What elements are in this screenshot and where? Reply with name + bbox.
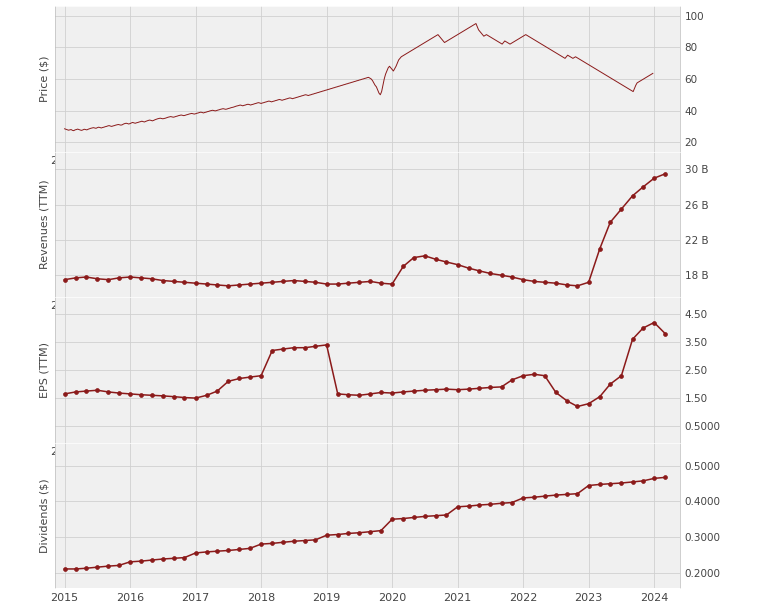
Y-axis label: Dividends ($): Dividends ($) — [39, 478, 49, 553]
Y-axis label: Price ($): Price ($) — [39, 56, 49, 102]
Y-axis label: Revenues (TTM): Revenues (TTM) — [39, 180, 49, 269]
Y-axis label: EPS (TTM): EPS (TTM) — [39, 342, 49, 398]
